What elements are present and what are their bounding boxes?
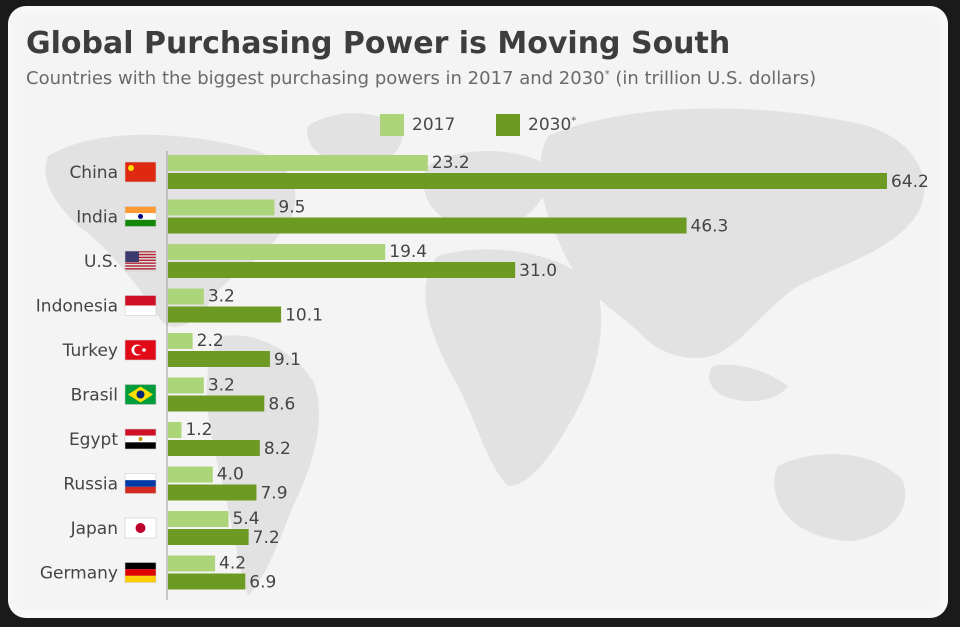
category-label-indonesia: Indonesia <box>36 297 118 317</box>
bar-2017-china <box>168 155 428 171</box>
legend-swatch-2017 <box>380 114 404 136</box>
chart-legend: 2017 2030* <box>8 114 948 140</box>
flag-us-icon <box>124 250 157 272</box>
bar-2030-india <box>168 217 687 234</box>
bar-2017-us <box>168 244 386 260</box>
legend-item-2017: 2017 <box>380 114 455 136</box>
legend-swatch-2030 <box>496 114 520 136</box>
data-label-2030-china: 64.2 <box>891 172 929 192</box>
data-label-2017-germany: 4.2 <box>219 554 246 574</box>
flag-indonesia-icon <box>124 295 157 316</box>
data-label-2017-japan: 5.4 <box>232 509 259 529</box>
chart-title: Global Purchasing Power is Moving South <box>26 26 731 61</box>
flag-japan-icon <box>124 517 157 539</box>
flag-turkey-icon <box>124 339 157 361</box>
flag-egypt-icon <box>124 428 157 450</box>
bar-2017-brasil <box>168 377 204 394</box>
flag-brazil-icon <box>124 384 157 405</box>
category-label-us: U.S. <box>84 252 118 272</box>
category-label-germany: Germany <box>40 564 118 584</box>
bar-2030-japan <box>168 529 249 545</box>
flag-india-icon <box>124 206 157 227</box>
infographic-card: Global Purchasing Power is Moving South … <box>8 6 948 618</box>
category-label-turkey: Turkey <box>62 341 118 361</box>
data-label-2030-us: 31.0 <box>519 261 557 281</box>
data-label-2017-brasil: 3.2 <box>208 376 235 396</box>
bar-2017-japan <box>168 511 229 527</box>
bar-2017-india <box>168 199 275 216</box>
bar-2030-brasil <box>168 395 265 412</box>
data-label-2030-japan: 7.2 <box>253 528 280 548</box>
data-label-2030-turkey: 9.1 <box>274 350 301 370</box>
data-label-2017-russia: 4.0 <box>217 465 244 485</box>
bar-2017-egypt <box>168 422 182 438</box>
data-label-2030-egypt: 8.2 <box>264 439 291 459</box>
data-label-2017-china: 23.2 <box>432 153 470 173</box>
legend-item-2030: 2030* <box>496 114 576 136</box>
bar-2030-germany <box>168 573 246 590</box>
bar-2030-indonesia <box>168 306 282 323</box>
category-label-india: India <box>76 208 118 228</box>
bar-2030-turkey <box>168 351 270 367</box>
bar-2030-egypt <box>168 440 260 456</box>
bar-2017-turkey <box>168 333 193 349</box>
flag-china-icon <box>124 161 157 183</box>
bar-chart: China 23.2 64.2 India 9.5 46.3 U.S. 19.4 31.0 Ind… <box>36 151 929 600</box>
chart-subtitle: Countries with the biggest purchasing po… <box>26 68 817 89</box>
flag-russia-icon <box>124 473 157 494</box>
data-label-2017-india: 9.5 <box>278 198 305 218</box>
data-label-2017-turkey: 2.2 <box>197 331 224 351</box>
bar-2030-china <box>168 173 887 189</box>
data-label-2017-us: 19.4 <box>389 242 427 262</box>
bar-2017-indonesia <box>168 288 204 305</box>
data-label-2017-egypt: 1.2 <box>185 420 212 440</box>
category-label-egypt: Egypt <box>69 430 118 450</box>
data-label-2030-indonesia: 10.1 <box>285 306 323 326</box>
category-label-china: China <box>69 163 118 183</box>
data-label-2017-indonesia: 3.2 <box>208 287 235 307</box>
data-label-2030-india: 46.3 <box>691 217 729 237</box>
bar-2030-russia <box>168 484 257 501</box>
data-label-2030-brasil: 8.6 <box>268 395 295 415</box>
bar-2017-germany <box>168 555 216 572</box>
bar-2030-us <box>168 262 516 278</box>
category-label-brasil: Brasil <box>71 386 118 406</box>
data-label-2030-germany: 6.9 <box>249 573 276 593</box>
legend-label-2017: 2017 <box>412 115 456 135</box>
category-label-russia: Russia <box>63 475 118 495</box>
flag-germany-icon <box>124 562 157 583</box>
category-label-japan: Japan <box>70 519 118 539</box>
legend-label-2030: 2030* <box>528 115 577 135</box>
bar-2017-russia <box>168 466 213 483</box>
data-label-2030-russia: 7.9 <box>260 484 287 504</box>
